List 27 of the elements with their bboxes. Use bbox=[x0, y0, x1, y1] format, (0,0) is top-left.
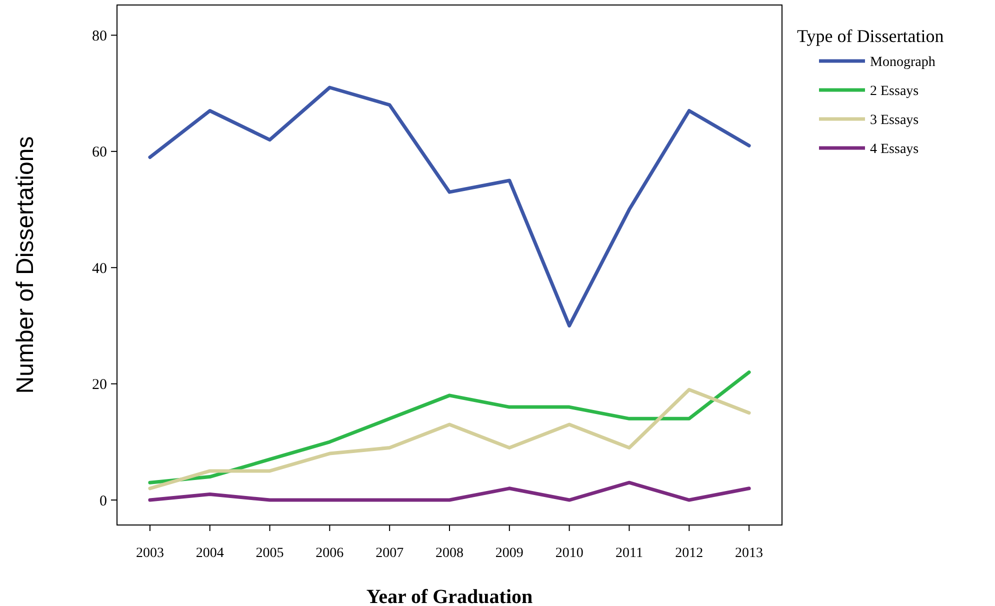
x-tick-label: 2005 bbox=[256, 546, 284, 561]
x-tick-label: 2004 bbox=[196, 546, 224, 561]
x-tick-label: 2013 bbox=[735, 546, 764, 561]
x-tick-label: 2010 bbox=[555, 546, 584, 561]
y-axis-title: Number of Dissertations bbox=[12, 136, 39, 394]
legend-label: 2 Essays bbox=[870, 84, 919, 99]
y-tick-label: 20 bbox=[92, 377, 107, 394]
y-tick-label: 40 bbox=[92, 260, 107, 277]
x-tick-label: 2003 bbox=[136, 546, 164, 561]
line-series bbox=[148, 388, 751, 490]
line-series bbox=[148, 370, 751, 484]
x-tick-label: 2007 bbox=[376, 546, 404, 561]
line-series bbox=[148, 480, 751, 502]
y-tick-label: 60 bbox=[92, 144, 107, 161]
legend-label: 4 Essays bbox=[870, 142, 919, 157]
legend-title: Type of Dissertation bbox=[797, 26, 944, 46]
legend-label: 3 Essays bbox=[870, 112, 919, 128]
y-tick-label: 80 bbox=[92, 28, 107, 44]
x-tick-label: 2012 bbox=[675, 546, 704, 561]
line-series bbox=[148, 86, 751, 328]
x-tick-label: 2008 bbox=[436, 546, 464, 561]
x-axis-title: Year of Graduation bbox=[366, 586, 533, 606]
y-tick-label: 0 bbox=[100, 493, 107, 510]
x-tick-label: 2009 bbox=[495, 546, 524, 561]
x-tick-label: 2006 bbox=[316, 546, 344, 561]
legend-label: Monograph bbox=[870, 54, 936, 70]
x-tick-label: 2011 bbox=[615, 546, 643, 561]
